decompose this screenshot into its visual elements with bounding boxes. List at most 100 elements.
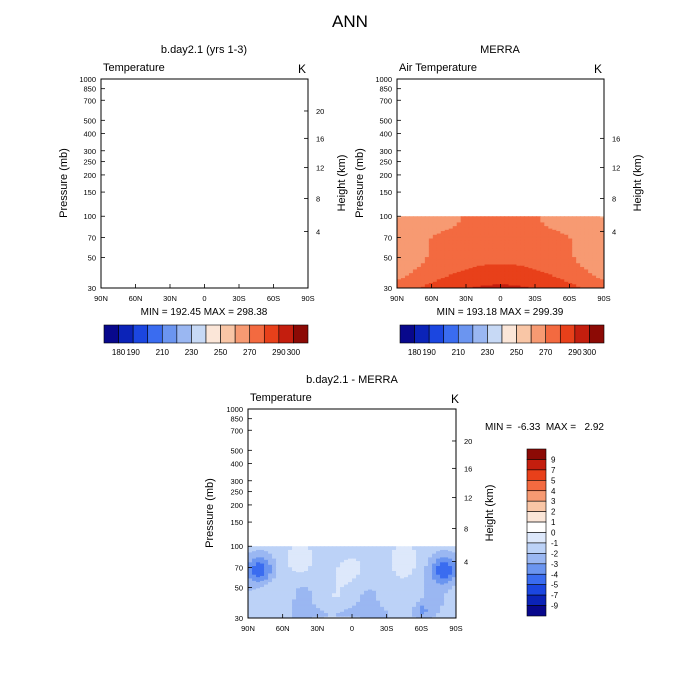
field-cell — [456, 232, 462, 235]
field-cell — [476, 245, 482, 248]
field-cell — [520, 252, 525, 254]
field-cell — [504, 250, 510, 253]
field-cell — [516, 253, 521, 256]
field-cell — [488, 258, 494, 261]
field-cell — [540, 255, 545, 258]
field-cell — [540, 232, 545, 235]
field-cell — [480, 227, 486, 230]
field-cell — [452, 224, 458, 227]
field-cell — [520, 228, 525, 231]
field-cell — [496, 224, 502, 227]
field-cell — [404, 227, 410, 230]
field-cell — [504, 233, 510, 236]
field-cell — [512, 247, 518, 250]
y-tick-label: 300 — [83, 147, 96, 156]
field-cell — [444, 231, 450, 233]
field-cell — [408, 218, 414, 221]
field-cell — [532, 249, 537, 252]
field-cell — [468, 240, 474, 243]
field-cell — [444, 249, 450, 252]
field-cell — [504, 244, 510, 247]
field-cell — [544, 247, 549, 250]
field-cell — [532, 255, 537, 258]
field-cell — [492, 242, 498, 245]
field-cell — [528, 250, 533, 253]
field-cell — [476, 236, 482, 238]
field-cell — [488, 247, 494, 250]
field-cell — [584, 221, 589, 224]
field-cell — [488, 234, 494, 237]
field-cell — [564, 244, 569, 247]
field-cell — [556, 232, 561, 235]
field-cell — [397, 257, 402, 259]
field-cell — [492, 231, 498, 233]
field-cell — [424, 248, 430, 251]
field-cell — [400, 219, 406, 222]
field-cell — [544, 223, 549, 226]
field-cell — [432, 236, 438, 238]
field-cell — [484, 248, 490, 251]
field-cell — [512, 227, 518, 230]
field-cell — [512, 223, 518, 226]
field-cell — [416, 257, 422, 259]
field-cell — [560, 232, 565, 235]
field-cell — [397, 227, 402, 230]
field-cell — [524, 226, 529, 228]
field-cell — [397, 237, 402, 240]
field-cell — [436, 217, 442, 220]
field-cell — [512, 238, 518, 241]
field-cell — [476, 258, 482, 261]
field-cell — [528, 244, 533, 247]
field-cell — [412, 254, 418, 257]
field-cell — [488, 237, 494, 240]
field-cell — [564, 240, 569, 243]
field-cell — [424, 244, 430, 247]
field-cell — [596, 234, 601, 237]
field-cell — [548, 242, 553, 245]
field-cell — [544, 245, 549, 248]
colorbar-label: 190 — [126, 348, 140, 357]
field-cell — [404, 255, 410, 258]
field-cell — [548, 238, 553, 241]
field-cell — [552, 227, 557, 230]
field-cell — [508, 252, 514, 254]
field-cell — [412, 243, 418, 246]
field-cell — [524, 222, 529, 225]
field-cell — [584, 228, 589, 231]
field-cell — [528, 245, 533, 248]
field-cell — [436, 229, 442, 232]
field-cell — [404, 239, 410, 242]
field-cell — [524, 218, 529, 221]
field-cell — [428, 237, 434, 240]
field-cell — [596, 231, 601, 233]
field-cell — [492, 254, 498, 257]
field-cell — [532, 224, 537, 227]
field-cell — [596, 232, 601, 235]
field-cell — [540, 249, 545, 252]
field-cell — [400, 258, 406, 261]
field-cell — [408, 255, 414, 258]
field-cell — [520, 227, 525, 230]
field-cell — [456, 222, 462, 225]
field-cell — [484, 232, 490, 235]
field-cell — [444, 226, 450, 228]
field-cell — [460, 231, 466, 233]
field-cell — [492, 243, 498, 246]
field-cell — [588, 244, 593, 247]
field-cell — [397, 231, 402, 233]
field-cell — [524, 221, 529, 224]
field-cell — [540, 229, 545, 232]
field-cell — [424, 236, 430, 238]
field-cell — [492, 227, 498, 230]
field-cell — [572, 248, 577, 251]
field-cell — [516, 229, 521, 232]
field-cell — [516, 223, 521, 226]
field-cell — [452, 259, 458, 262]
field-cell — [536, 233, 541, 236]
field-cell — [420, 242, 426, 245]
field-cell — [397, 254, 402, 257]
field-cell — [548, 254, 553, 257]
field-cell — [456, 217, 462, 220]
field-cell — [500, 231, 506, 233]
field-cell — [448, 234, 454, 237]
